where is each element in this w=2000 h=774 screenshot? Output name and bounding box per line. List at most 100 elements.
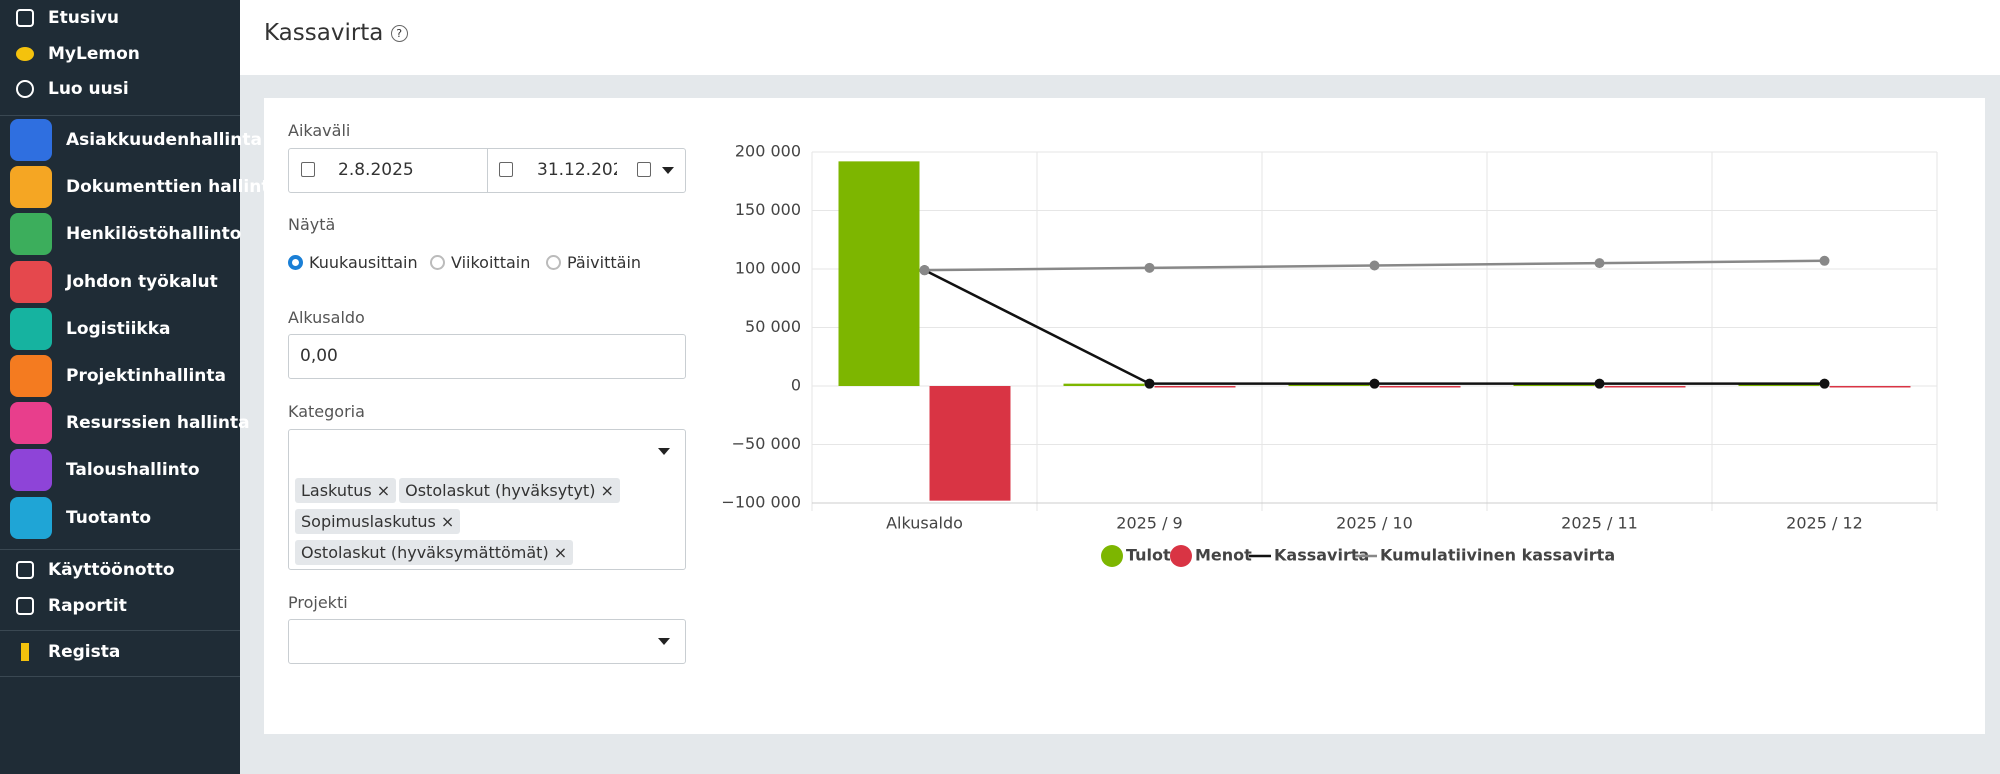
category-tag[interactable]: Ostolaskut (hyväksymättömät) × xyxy=(295,540,574,565)
balance-input[interactable] xyxy=(288,334,686,379)
calendar-icon xyxy=(301,162,315,177)
x-tick-label: Alkusaldo xyxy=(886,514,963,533)
nav-item[interactable]: Johdon työkalut xyxy=(10,260,218,303)
radio-option[interactable]: Päivittäin xyxy=(546,253,641,272)
nav-label: Taloushallinto xyxy=(66,460,200,481)
dropdown-caret[interactable] xyxy=(658,448,670,455)
tag-remove[interactable]: × xyxy=(553,543,568,562)
tag-remove[interactable]: × xyxy=(376,481,391,500)
legend-swatch xyxy=(1170,545,1192,567)
nav-item[interactable]: Dokumenttien hallinta xyxy=(10,166,281,209)
category-tag[interactable]: Laskutus × xyxy=(295,478,397,503)
nav-icon xyxy=(16,561,34,579)
nav-icon xyxy=(16,80,34,98)
nav-item[interactable]: Luo uusi xyxy=(16,79,129,99)
legend-swatch xyxy=(1101,545,1123,567)
module-icon xyxy=(10,355,52,397)
nav-item[interactable]: Asiakkuudenhallinta xyxy=(10,119,262,161)
nav-item[interactable]: Logistiikka xyxy=(10,307,171,350)
radio-option[interactable]: Kuukausittain xyxy=(288,253,418,272)
help-icon[interactable]: ? xyxy=(390,25,408,42)
end-date[interactable]: 31.12.2025 xyxy=(537,160,617,180)
module-icon xyxy=(10,166,52,209)
bar xyxy=(929,386,1011,501)
bar xyxy=(1063,383,1145,386)
nav-item[interactable]: Etusivu xyxy=(16,8,119,28)
tag-label: Ostolaskut (hyväksymättömät) xyxy=(301,543,549,562)
line-point xyxy=(1144,262,1155,273)
line-point xyxy=(1594,258,1605,269)
y-tick-label: 0 xyxy=(791,376,801,395)
period-label: Aikaväli xyxy=(288,121,351,140)
nav-label: Dokumenttien hallinta xyxy=(66,177,281,198)
legend-label: Kassavirta xyxy=(1274,546,1369,565)
nav-icon xyxy=(21,643,29,661)
nav-item[interactable]: Tuotanto xyxy=(10,496,151,539)
legend-label: Menot xyxy=(1195,546,1252,565)
nav-label: Luo uusi xyxy=(48,79,129,99)
nav-item[interactable]: Projektinhallinta xyxy=(10,355,226,397)
bar xyxy=(1829,386,1911,388)
module-icon xyxy=(10,402,52,445)
tag-label: Ostolaskut (hyväksytyt) xyxy=(405,481,596,500)
y-tick-label: 50 000 xyxy=(745,317,801,336)
chart: −100 000 −50 000 0 50 000 100 000 150 000 200 … xyxy=(721,142,1938,567)
nav-item[interactable]: Taloushallinto xyxy=(10,449,200,492)
bar xyxy=(1154,386,1236,388)
y-tick-label: 100 000 xyxy=(735,259,801,278)
bar xyxy=(1379,386,1461,388)
x-tick-label: 2025 / 12 xyxy=(1786,514,1863,533)
divider xyxy=(487,148,488,193)
tag-label: Sopimuslaskutus xyxy=(301,512,436,531)
calendar-icon[interactable] xyxy=(637,162,651,177)
nav-label: Johdon työkalut xyxy=(66,271,218,292)
tag-remove[interactable]: × xyxy=(600,481,614,500)
module-icon xyxy=(10,449,52,492)
nav-label: Käyttöönotto xyxy=(48,560,175,580)
nav-item[interactable]: Käyttöönotto xyxy=(16,560,175,580)
start-date[interactable]: 2.8.2025 xyxy=(338,160,414,180)
line xyxy=(923,269,1825,385)
line-point xyxy=(1369,260,1380,271)
radio-option[interactable]: Viikoittain xyxy=(430,253,530,272)
nav-item[interactable]: Raportit xyxy=(16,596,127,616)
nav-label: MyLemon xyxy=(48,43,140,64)
dropdown-caret[interactable] xyxy=(658,638,670,645)
nav-item[interactable]: Henkilöstöhallinto xyxy=(10,213,242,256)
line-point xyxy=(919,265,930,276)
module-icon xyxy=(10,213,52,256)
category-label: Kategoria xyxy=(288,402,365,421)
radio-button xyxy=(430,255,445,270)
tag-list: Laskutus × Ostolaskut (hyväksytyt) ×Sopimus… xyxy=(295,475,680,568)
title-text: Kassavirta xyxy=(264,20,384,46)
x-tick-label: 2025 / 10 xyxy=(1336,514,1413,533)
y-tick-label: −50 000 xyxy=(732,434,801,453)
x-tick-label: 2025 / 9 xyxy=(1116,514,1182,533)
project-select[interactable] xyxy=(288,619,686,664)
nav-label: Henkilöstöhallinto xyxy=(66,224,242,245)
nav-label: Asiakkuudenhallinta xyxy=(66,130,262,150)
category-tag[interactable]: Ostolaskut (hyväksytyt) × xyxy=(399,478,620,503)
radio-label: Kuukausittain xyxy=(309,253,418,272)
category-tag[interactable]: Sopimuslaskutus × xyxy=(295,509,461,534)
separator xyxy=(0,549,240,550)
calendar-icon xyxy=(499,162,513,177)
nav-icon xyxy=(16,597,34,615)
tag-remove[interactable]: × xyxy=(440,512,455,531)
legend-label: Tulot xyxy=(1126,546,1171,565)
nav-item[interactable]: Regista xyxy=(16,642,120,662)
header xyxy=(240,0,2000,75)
balance-value[interactable]: 0,00 xyxy=(300,346,338,366)
nav-item[interactable]: Resurssien hallinta xyxy=(10,402,250,445)
nav-icon xyxy=(16,46,34,61)
nav-item[interactable]: MyLemon xyxy=(16,44,140,64)
nav-label: Etusivu xyxy=(48,8,119,28)
show-label: Näytä xyxy=(288,215,336,234)
page-title: Kassavirta ? xyxy=(264,20,408,46)
bar xyxy=(1604,386,1686,388)
dropdown-caret[interactable] xyxy=(662,167,674,174)
line-point xyxy=(1594,378,1605,389)
nav-label: Logistiikka xyxy=(66,318,171,339)
separator xyxy=(0,115,240,116)
